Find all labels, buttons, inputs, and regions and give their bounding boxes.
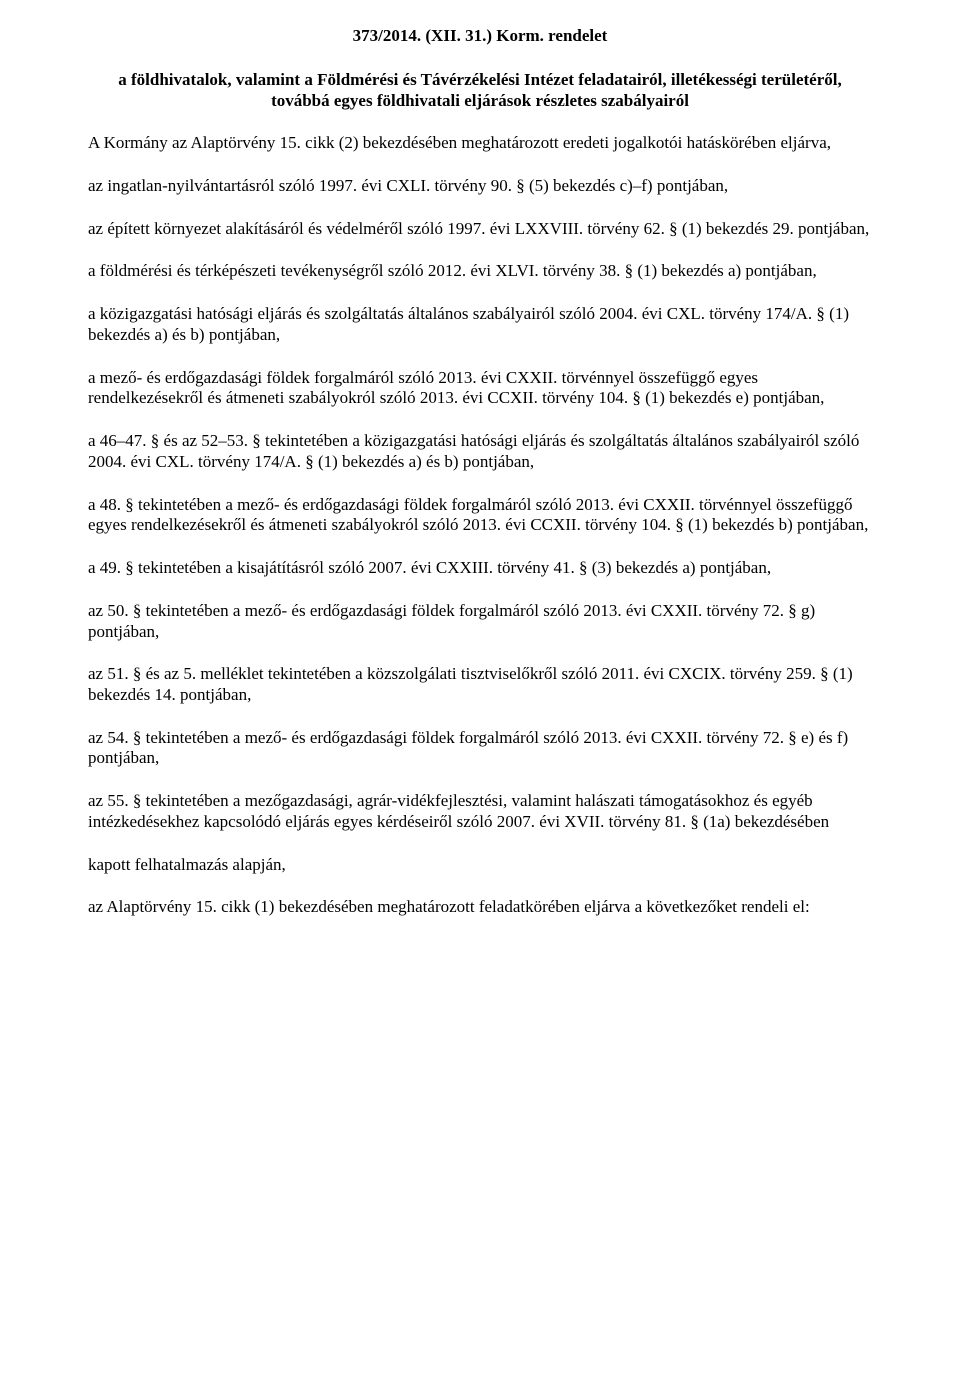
preamble-paragraph: az ingatlan-nyilvántartásról szóló 1997.… (88, 176, 872, 197)
preamble-paragraph: a közigazgatási hatósági eljárás és szol… (88, 304, 872, 345)
closing-paragraph: az Alaptörvény 15. cikk (1) bekezdésében… (88, 897, 872, 918)
decree-subject-subtitle: a földhivatalok, valamint a Földmérési é… (88, 69, 872, 112)
authorization-paragraph: kapott felhatalmazás alapján, (88, 855, 872, 876)
preamble-paragraph: az épített környezet alakításáról és véd… (88, 219, 872, 240)
preamble-paragraph: a földmérési és térképészeti tevékenység… (88, 261, 872, 282)
preamble-paragraph: A Kormány az Alaptörvény 15. cikk (2) be… (88, 133, 872, 154)
preamble-paragraph: a mező- és erdőgazdasági földek forgalmá… (88, 368, 872, 409)
preamble-paragraph: a 49. § tekintetében a kisajátításról sz… (88, 558, 872, 579)
preamble-paragraph: az 54. § tekintetében a mező- és erdőgaz… (88, 728, 872, 769)
preamble-paragraph: a 48. § tekintetében a mező- és erdőgazd… (88, 495, 872, 536)
decree-number-title: 373/2014. (XII. 31.) Korm. rendelet (88, 26, 872, 47)
preamble-paragraph: a 46–47. § és az 52–53. § tekintetében a… (88, 431, 872, 472)
preamble-paragraph: az 50. § tekintetében a mező- és erdőgaz… (88, 601, 872, 642)
preamble-paragraph: az 51. § és az 5. melléklet tekintetében… (88, 664, 872, 705)
preamble-paragraph: az 55. § tekintetében a mezőgazdasági, a… (88, 791, 872, 832)
